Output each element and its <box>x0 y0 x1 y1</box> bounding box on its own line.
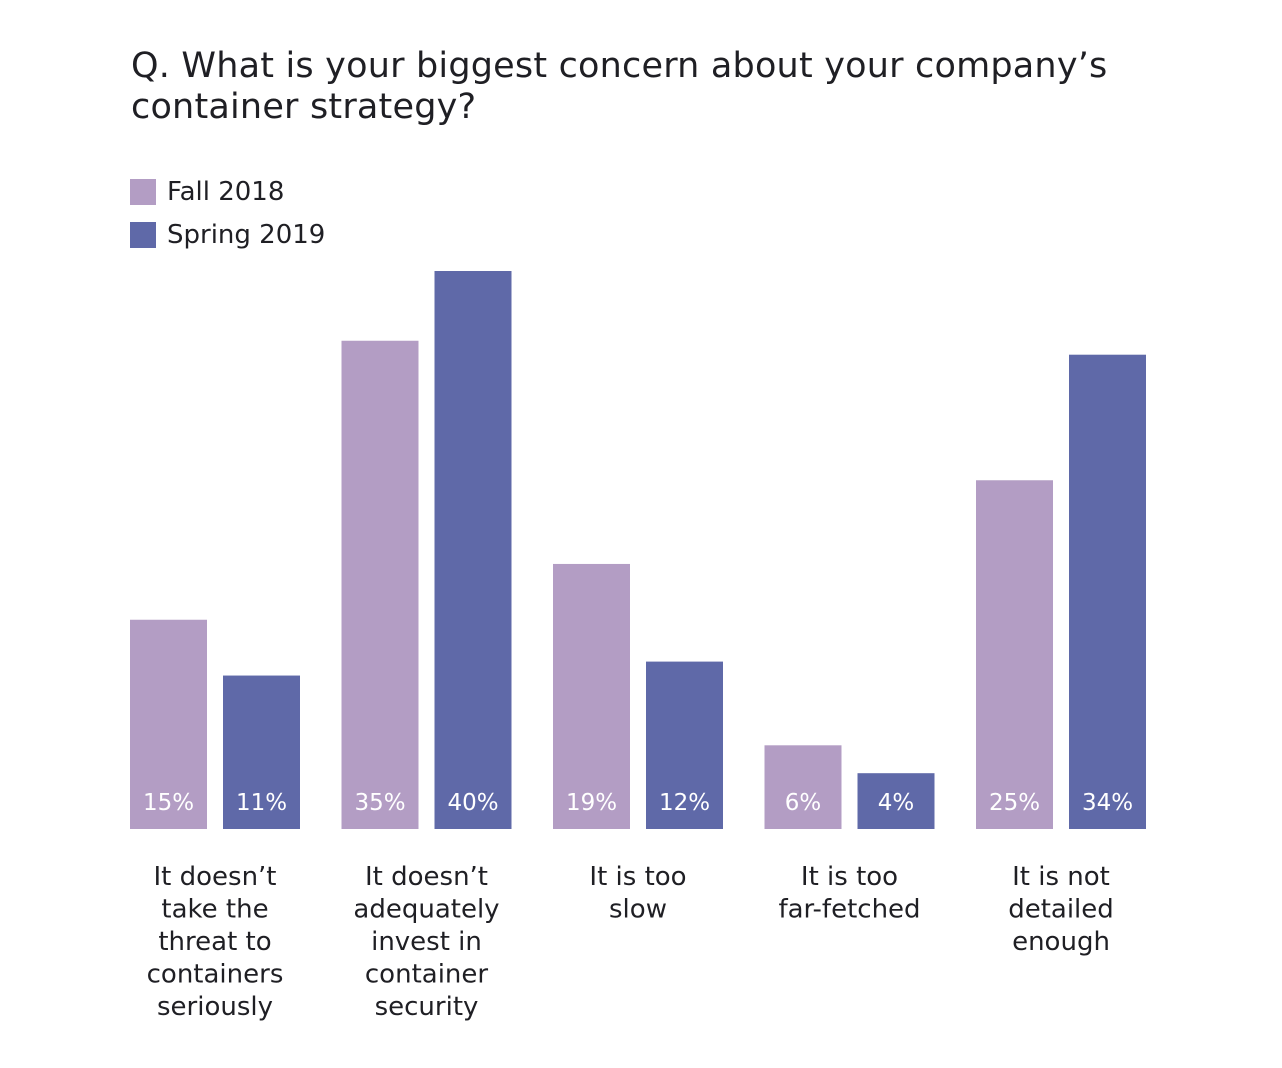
legend-item-fall-2018: Fall 2018 <box>130 170 325 213</box>
legend-label-fall-2018: Fall 2018 <box>167 176 285 207</box>
data-label-fall-2018-4: 25% <box>989 790 1040 816</box>
bar-fall-2018-4 <box>976 480 1053 829</box>
legend: Fall 2018 Spring 2019 <box>130 170 325 256</box>
bar-spring-2019-0 <box>223 675 300 829</box>
bar-spring-2019-1 <box>434 271 512 829</box>
legend-item-spring-2019: Spring 2019 <box>130 213 325 256</box>
legend-label-spring-2019: Spring 2019 <box>167 219 326 250</box>
data-label-fall-2018-3: 6% <box>785 790 822 816</box>
data-label-fall-2018-0: 15% <box>143 790 194 816</box>
bar-fall-2018-0 <box>130 619 207 829</box>
category-label-2: It is too slow <box>589 862 686 925</box>
bar-spring-2019-3 <box>857 773 935 829</box>
bar-spring-2019-2 <box>646 661 723 829</box>
category-label-0: It doesn’t take the threat to containers ser… <box>147 862 284 1022</box>
category-label-1: It doesn’t adequately invest in container se… <box>353 862 499 1022</box>
data-label-spring-2019-3: 4% <box>878 790 915 816</box>
legend-swatch-spring-2019 <box>130 221 156 248</box>
data-label-spring-2019-0: 11% <box>236 790 287 816</box>
bar-fall-2018-1 <box>341 340 419 829</box>
legend-swatch-fall-2018 <box>130 178 156 205</box>
data-label-spring-2019-2: 12% <box>659 790 710 816</box>
category-label-3: It is too far-fetched <box>778 862 920 925</box>
data-label-fall-2018-2: 19% <box>566 790 617 816</box>
data-label-fall-2018-1: 35% <box>354 790 405 816</box>
data-label-spring-2019-1: 40% <box>447 790 498 816</box>
data-label-spring-2019-4: 34% <box>1082 790 1133 816</box>
category-label-4: It is not detailed enough <box>1008 862 1114 957</box>
bar-fall-2018-3 <box>764 745 842 829</box>
chart-title: Q. What is your biggest concern about yo… <box>131 46 1108 127</box>
bar-spring-2019-4 <box>1069 354 1146 829</box>
bar-fall-2018-2 <box>553 563 630 829</box>
